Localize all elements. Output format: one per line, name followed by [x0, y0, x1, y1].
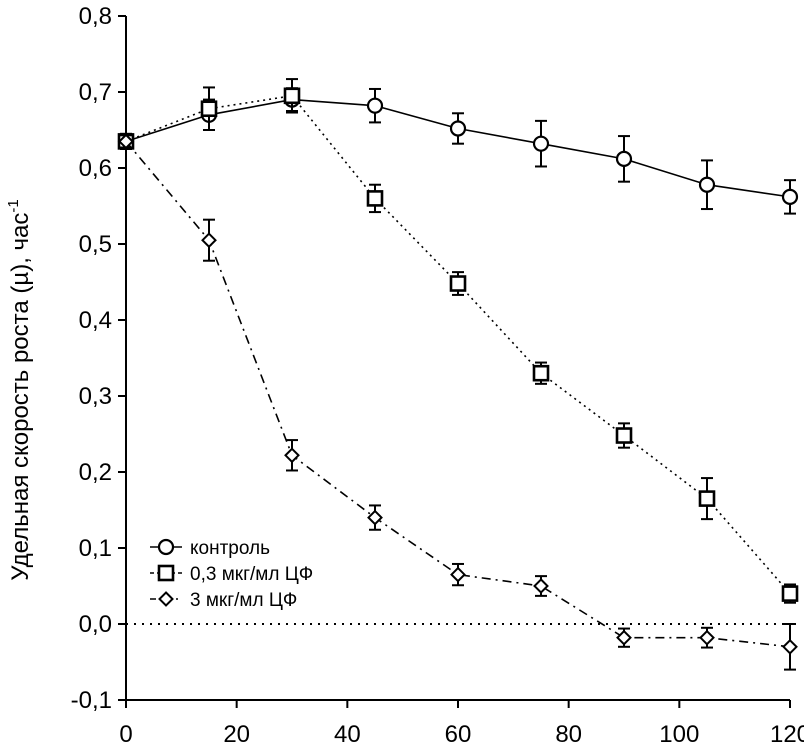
data-point — [698, 490, 716, 507]
axes — [118, 15, 791, 708]
y-tick-label: 0,5 — [79, 231, 112, 258]
data-point — [366, 190, 384, 207]
data-point — [283, 87, 301, 105]
series-group — [117, 78, 799, 671]
y-axis-title-superscript: -1 — [5, 199, 22, 212]
data-point — [699, 629, 715, 646]
legend: контроль 0,3 мкг/мл ЦФ 3 мкг/мл ЦФ — [150, 538, 313, 611]
data-point — [782, 638, 798, 655]
legend-entry: 0,3 мкг/мл ЦФ — [150, 564, 313, 585]
data-point — [532, 135, 550, 152]
data-point — [450, 566, 466, 583]
x-tick-label: 40 — [334, 721, 361, 748]
data-point — [449, 120, 467, 137]
series-line — [125, 140, 791, 648]
x-tick-label: 120 — [770, 721, 804, 748]
x-tick-label: 80 — [555, 721, 582, 748]
data-point — [698, 176, 716, 193]
legend-marker — [158, 591, 174, 607]
y-tick-label: 0,1 — [79, 535, 112, 562]
x-tick-label: 0 — [119, 721, 132, 748]
data-point — [781, 188, 799, 205]
legend-label: контроль — [190, 538, 270, 559]
y-tick-label: 0,3 — [79, 383, 112, 410]
series-circle — [117, 87, 799, 215]
x-tick-label: 20 — [223, 721, 250, 748]
legend-entry: контроль — [150, 538, 270, 559]
data-point — [449, 275, 467, 292]
y-tick-label: -0,1 — [71, 687, 112, 714]
data-point — [366, 97, 384, 114]
y-tick-label: 0,4 — [79, 307, 112, 334]
data-point — [201, 232, 217, 249]
tick-labels: -0,1 0,0 0,1 0,2 0,3 0,4 0,5 0,6 0,7 0,8 0 20 40 60 80… — [71, 3, 804, 748]
y-axis-title-group: Удельная скорость роста (µ), час-1 — [5, 199, 34, 580]
series-diamond — [118, 133, 798, 671]
legend-marker — [157, 538, 175, 556]
data-point — [615, 427, 633, 444]
y-axis-title: Удельная скорость роста (µ), час-1 — [5, 199, 34, 580]
data-point — [284, 447, 300, 464]
x-tick-label: 100 — [659, 721, 699, 748]
data-point — [200, 100, 218, 118]
y-axis-title-main: Удельная скорость роста (µ), час — [7, 213, 34, 581]
data-point — [615, 150, 633, 167]
y-tick-label: 0,6 — [79, 155, 112, 182]
data-point — [533, 578, 549, 594]
series-square — [117, 78, 799, 604]
series-line — [125, 94, 791, 595]
legend-label: 0,3 мкг/мл ЦФ — [190, 564, 313, 585]
data-point — [616, 629, 632, 646]
y-tick-label: 0,2 — [79, 459, 112, 486]
y-tick-label: 0,7 — [79, 79, 112, 106]
data-point — [532, 364, 550, 382]
y-tick-label: 0,8 — [79, 3, 112, 30]
legend-marker — [157, 564, 175, 582]
data-point — [781, 585, 799, 602]
data-point — [367, 509, 383, 526]
x-tick-label: 60 — [445, 721, 472, 748]
legend-label: 3 мкг/мл ЦФ — [190, 590, 297, 611]
y-tick-label: 0,0 — [79, 611, 112, 638]
data-point — [118, 133, 134, 150]
legend-entry: 3 мкг/мл ЦФ — [150, 590, 297, 611]
